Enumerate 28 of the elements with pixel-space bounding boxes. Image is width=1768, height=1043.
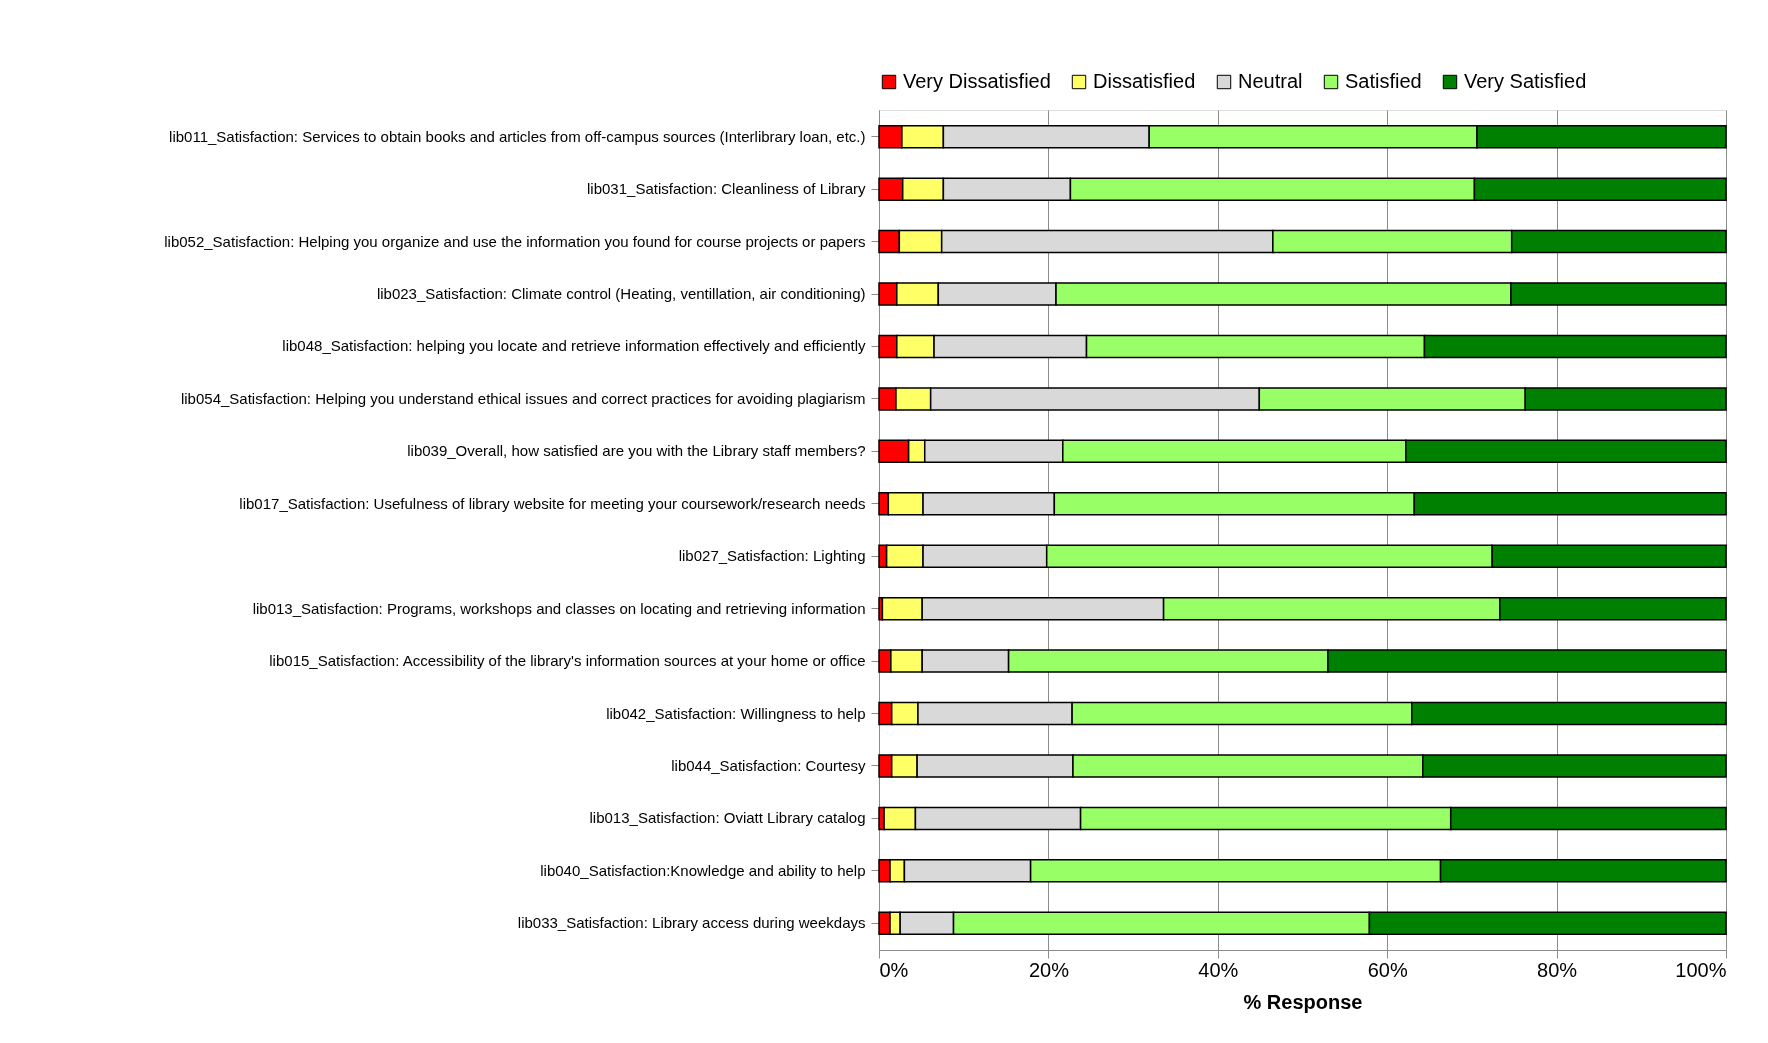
- y-tick-label: lib052_Satisfaction: Helping you organize and use the information you found for course projects or papers: [164, 232, 866, 250]
- legend-label: Dissatisfied: [1093, 70, 1196, 92]
- x-tick-label: 60%: [1367, 958, 1408, 981]
- x-tick-label: 40%: [1198, 958, 1239, 981]
- y-tick-label: lib054_Satisfaction: Helping you understand ethical issues and correct practices for avoiding plagiarism: [180, 389, 866, 407]
- x-tick-label: 80%: [1537, 958, 1578, 981]
- x-tick-label: 100%: [1675, 958, 1727, 981]
- y-tick-label: lib017_Satisfaction: Usefulness of library website for meeting your coursework/research needs: [239, 494, 866, 512]
- x-tick-label: 20%: [1028, 958, 1070, 981]
- x-tick-label: 0%: [879, 958, 909, 981]
- legend-label: Neutral: [1238, 70, 1303, 92]
- y-tick-label: lib033_Satisfaction: Library access during weekdays: [517, 914, 866, 932]
- y-tick-label: lib039_Overall, how satisfied are you with the Library staff members?: [407, 442, 866, 460]
- y-tick-label: lib031_Satisfaction: Cleanliness of Library: [587, 180, 866, 198]
- y-tick-label: lib027_Satisfaction: Lighting: [678, 547, 866, 565]
- legend-label: Satisfied: [1345, 70, 1422, 92]
- y-tick-label: lib011_Satisfaction: Services to obtain books and articles from off-campus sources (Interlibrary loan, etc.): [169, 127, 866, 145]
- y-tick-label: lib013_Satisfaction: Programs, workshops and classes on locating and retrieving information: [252, 599, 866, 617]
- y-tick-label: lib040_Satisfaction:Knowledge and ability to help: [540, 861, 866, 879]
- y-tick-label: lib015_Satisfaction: Accessibility of the library's information sources at your home or office: [269, 652, 866, 670]
- y-tick-label: lib042_Satisfaction: Willingness to help: [606, 704, 866, 722]
- legend-label: Very Satisfied: [1464, 70, 1587, 92]
- y-tick-label: lib044_Satisfaction: Courtesy: [671, 756, 866, 774]
- y-tick-label: lib023_Satisfaction: Climate control (Heating, ventillation, air conditioning): [376, 285, 866, 303]
- legend-label: Very Dissatisfied: [903, 70, 1051, 92]
- y-tick-label: lib048_Satisfaction: helping you locate and retrieve information effectively and efficiently: [282, 337, 866, 355]
- y-tick-label: lib013_Satisfaction: Oviatt Library catalog: [589, 809, 866, 827]
- x-axis-title: % Response: [1243, 990, 1363, 1013]
